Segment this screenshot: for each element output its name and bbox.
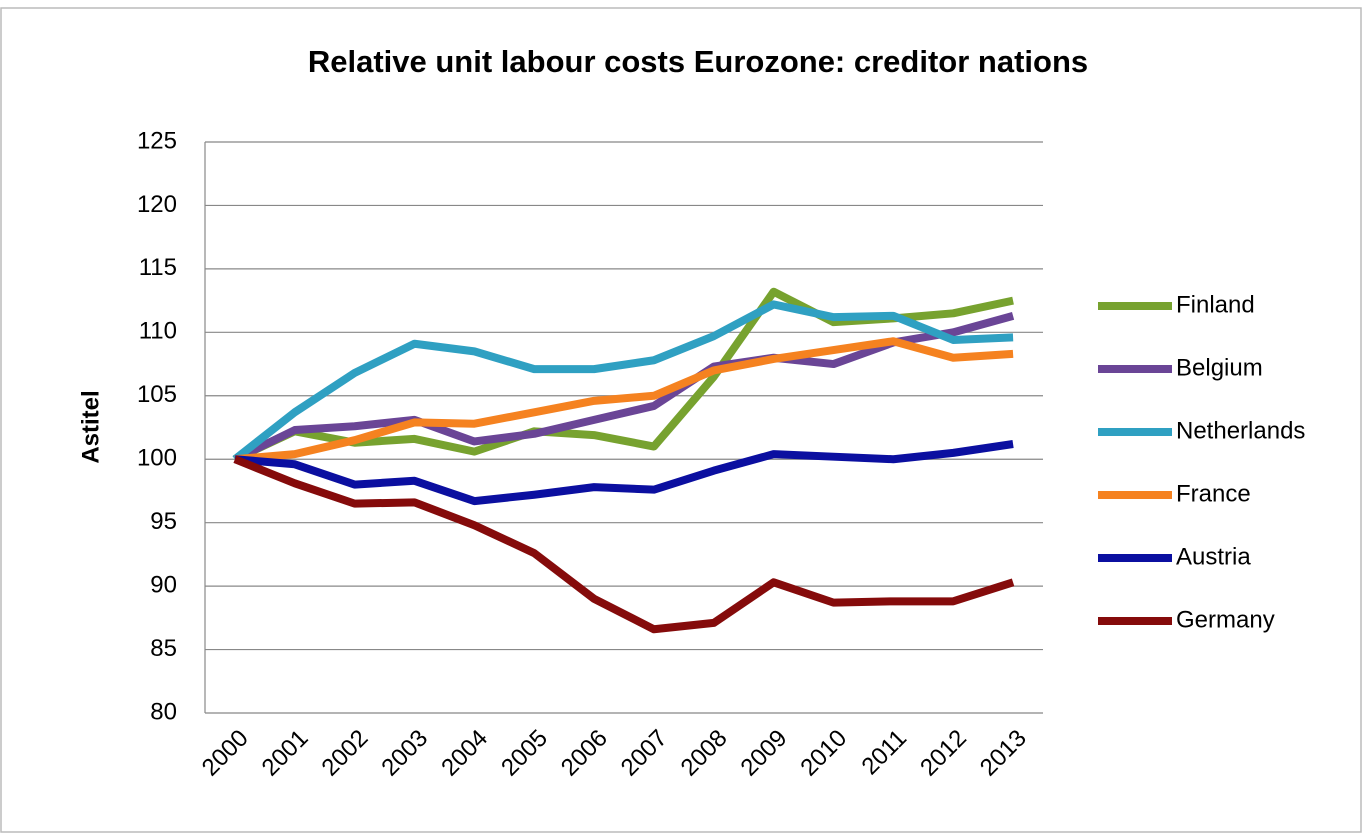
y-tick-label: 90 [150,571,177,598]
series-line [234,440,1014,506]
series-line [234,337,1014,464]
y-tick-label: 115 [139,254,177,281]
y-tick-label: 110 [139,318,177,345]
y-tick-label: 125 [137,127,177,154]
series-line [233,455,1015,634]
legend-label: France [1176,480,1251,507]
y-axis-label: Astitel [77,390,104,463]
legend-label: Germany [1176,606,1275,633]
y-tick-label: 85 [150,635,177,662]
legend-label: Finland [1176,291,1255,318]
legend-label: Netherlands [1176,417,1305,444]
y-tick-label: 105 [137,381,177,408]
chart-title: Relative unit labour costs Eurozone: cre… [308,44,1088,79]
series-line [232,300,1014,463]
legend-label: Belgium [1176,354,1263,381]
y-tick-label: 95 [150,508,177,535]
legend-label: Austria [1176,543,1251,570]
y-tick-label: 80 [150,698,177,725]
y-tick-label: 120 [137,191,177,218]
y-tick-label: 100 [137,445,177,472]
